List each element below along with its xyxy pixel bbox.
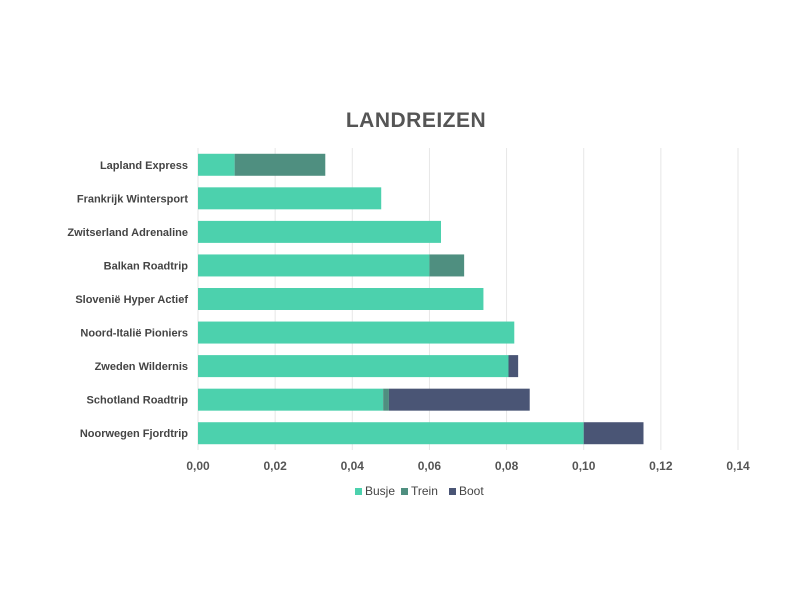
x-tick-label: 0,12 (649, 459, 673, 473)
chart-title: LANDREIZEN (346, 109, 486, 132)
bar-segment-busje (198, 355, 509, 378)
legend: Busje Trein Boot (355, 484, 484, 498)
category-label: Zweden Wildernis (95, 361, 188, 373)
category-label: Balkan Roadtrip (104, 260, 189, 272)
bar-segment-busje (198, 187, 382, 210)
category-label: Zwitserland Adrenaline (67, 227, 188, 239)
x-tick-label: 0,10 (572, 459, 596, 473)
bar-segment-busje (198, 153, 235, 176)
bar-segment-trein (429, 254, 465, 277)
bar-segment-busje (198, 422, 584, 445)
x-axis-ticks: 0,00 0,02 0,04 0,06 0,08 0,10 0,12 0,14 (186, 459, 750, 473)
legend-swatch (401, 488, 408, 495)
bar-segment-boot (508, 355, 519, 378)
legend-swatch (449, 488, 456, 495)
category-label: Slovenië Hyper Actief (75, 294, 188, 306)
legend-label: Busje (365, 484, 395, 498)
x-tick-label: 0,14 (726, 459, 750, 473)
x-tick-label: 0,08 (495, 459, 519, 473)
bars (198, 153, 644, 445)
bar-segment-boot (583, 422, 644, 445)
legend-label: Trein (411, 484, 438, 498)
bar-segment-trein (234, 153, 326, 176)
category-label: Noord-Italië Pioniers (80, 328, 188, 340)
category-label: Schotland Roadtrip (87, 395, 189, 407)
bar-segment-busje (198, 288, 484, 310)
category-labels: Lapland Express Frankrijk Wintersport Zwit… (67, 160, 188, 440)
bar-segment-trein (383, 388, 389, 411)
x-tick-label: 0,00 (186, 459, 210, 473)
bar-segment-busje (198, 220, 441, 243)
category-label: Frankrijk Wintersport (77, 193, 188, 205)
x-tick-label: 0,02 (263, 459, 287, 473)
x-tick-label: 0,04 (341, 459, 365, 473)
legend-swatch (355, 488, 362, 495)
category-label: Noorwegen Fjordtrip (80, 428, 188, 440)
bar-segment-busje (198, 321, 515, 344)
bar-segment-busje (198, 388, 384, 411)
category-label: Lapland Express (100, 160, 188, 172)
legend-label: Boot (459, 484, 484, 498)
x-tick-label: 0,06 (418, 459, 442, 473)
bar-segment-busje (198, 254, 430, 277)
bar-segment-boot (388, 388, 530, 411)
